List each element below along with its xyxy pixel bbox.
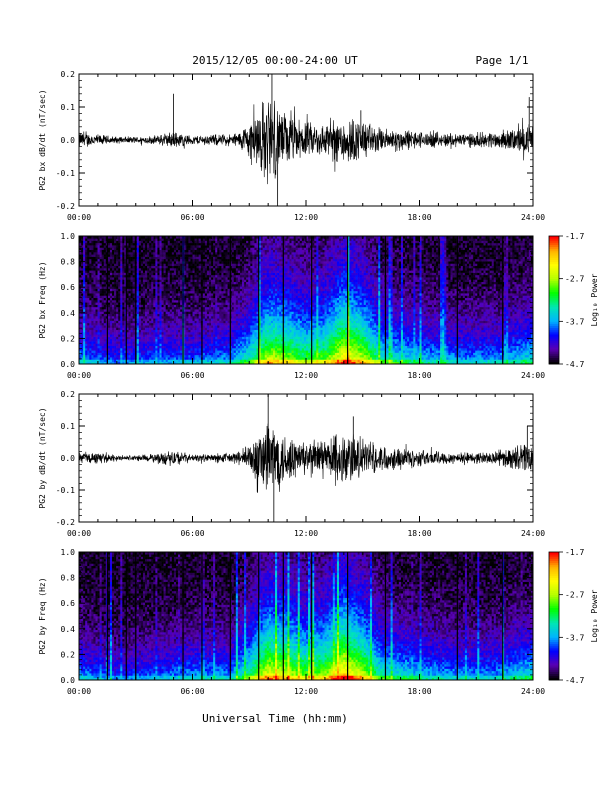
- x-tick-label: 18:00: [407, 213, 431, 222]
- dbdt-trace: [79, 424, 533, 493]
- y-axis-title: PG2 bx Freq (Hz): [38, 261, 47, 338]
- x-tick-label: 12:00: [294, 529, 318, 538]
- x-tick-label: 12:00: [294, 687, 318, 696]
- by-spectrogram-panel: 00:00 06:00 12:00 18:00 24:00 1.0 0.8 0.6 0.4 0.2…: [38, 548, 545, 696]
- y-tick-label: 0.1: [61, 103, 76, 112]
- x-tick-label: 06:00: [180, 371, 204, 380]
- x-tick-label: 24:00: [521, 529, 545, 538]
- colorbar-tick-label: -3.7: [565, 317, 584, 326]
- by-dbdt-panel: 00:00 06:00 12:00 18:00 24:00 0.2 0.1 0.0 -0.1 -0…: [38, 390, 545, 538]
- page-title: 2015/12/05 00:00-24:00 UT: [192, 54, 358, 67]
- y-tick-label: 0.0: [61, 454, 76, 463]
- y-tick-label: 0.4: [61, 309, 76, 318]
- y-tick-label: 0.6: [61, 599, 76, 608]
- y-tick-label: 0.0: [61, 360, 76, 369]
- x-tick-label: 18:00: [407, 371, 431, 380]
- colorbar-tick-label: -1.7: [565, 548, 584, 557]
- colorbar-tick-label: -1.7: [565, 232, 584, 241]
- y-tick-label: 0.0: [61, 676, 76, 685]
- x-tick-label: 18:00: [407, 529, 431, 538]
- x-tick-label: 12:00: [294, 213, 318, 222]
- x-tick-label: 06:00: [180, 687, 204, 696]
- bx-spectrogram-panel: 00:00 06:00 12:00 18:00 24:00 1.0 0.8 0.6 0.4 0.2…: [38, 232, 545, 380]
- y-tick-label: -0.2: [56, 202, 75, 211]
- y-tick-label: 0.6: [61, 283, 76, 292]
- x-tick-label: 00:00: [67, 213, 91, 222]
- colorbar-tick-label: -4.7: [565, 360, 584, 369]
- y-tick-label: 0.0: [61, 136, 76, 145]
- x-tick-label: 00:00: [67, 371, 91, 380]
- y-tick-label: 0.2: [61, 334, 76, 343]
- colorbar-tick-label: -3.7: [565, 633, 584, 642]
- bx-colorbar: -1.7 -2.7 -3.7 -4.7 Log₁₀ Power: [549, 232, 599, 369]
- y-axis-title: PG2 by dB/dt (nT/sec): [38, 407, 47, 508]
- magnetometer-figure: 2015/12/05 00:00-24:00 UT Page 1/1 00:00…: [0, 0, 612, 792]
- y-tick-label: 0.8: [61, 258, 76, 267]
- x-tick-label: 18:00: [407, 687, 431, 696]
- y-tick-label: 1.0: [61, 232, 76, 241]
- x-tick-label: 12:00: [294, 371, 318, 380]
- y-tick-label: 1.0: [61, 548, 76, 557]
- colorbar-title: Log₁₀ Power: [590, 589, 599, 642]
- colorbar-tick-label: -2.7: [565, 275, 584, 284]
- colorbar-tick-label: -2.7: [565, 591, 584, 600]
- x-tick-label: 06:00: [180, 529, 204, 538]
- y-tick-label: 0.8: [61, 574, 76, 583]
- y-tick-label: -0.2: [56, 518, 75, 527]
- x-tick-label: 00:00: [67, 687, 91, 696]
- x-tick-label: 06:00: [180, 213, 204, 222]
- bx-dbdt-panel: 00:00 06:00 12:00 18:00 24:00 0.2 0.1 0.0 -0.1 -0…: [38, 70, 545, 222]
- spectrogram-cells: [79, 236, 533, 364]
- magnetometer-summary-page: 2015/12/05 00:00-24:00 UT Page 1/1 00:00…: [0, 0, 612, 792]
- y-tick-label: -0.1: [56, 486, 75, 495]
- colorbar-tick-label: -4.7: [565, 676, 584, 685]
- y-tick-label: 0.1: [61, 422, 76, 431]
- spectrogram-cells: [79, 552, 533, 680]
- dbdt-trace: [79, 101, 533, 184]
- x-tick-label: 00:00: [67, 529, 91, 538]
- x-tick-label: 24:00: [521, 213, 545, 222]
- x-tick-label: 24:00: [521, 371, 545, 380]
- by-colorbar: -1.7 -2.7 -3.7 -4.7 Log₁₀ Power: [549, 548, 599, 685]
- y-axis-title: PG2 by Freq (Hz): [38, 577, 47, 654]
- page-number: Page 1/1: [476, 54, 529, 67]
- y-tick-label: 0.4: [61, 625, 76, 634]
- x-tick-label: 24:00: [521, 687, 545, 696]
- y-tick-label: 0.2: [61, 650, 76, 659]
- x-axis-title: Universal Time (hh:mm): [202, 712, 348, 725]
- y-tick-label: 0.2: [61, 70, 76, 79]
- colorbar-title: Log₁₀ Power: [590, 273, 599, 326]
- y-tick-label: -0.1: [56, 169, 75, 178]
- y-axis-title: PG2 bx dB/dt (nT/sec): [38, 89, 47, 190]
- y-tick-label: 0.2: [61, 390, 76, 399]
